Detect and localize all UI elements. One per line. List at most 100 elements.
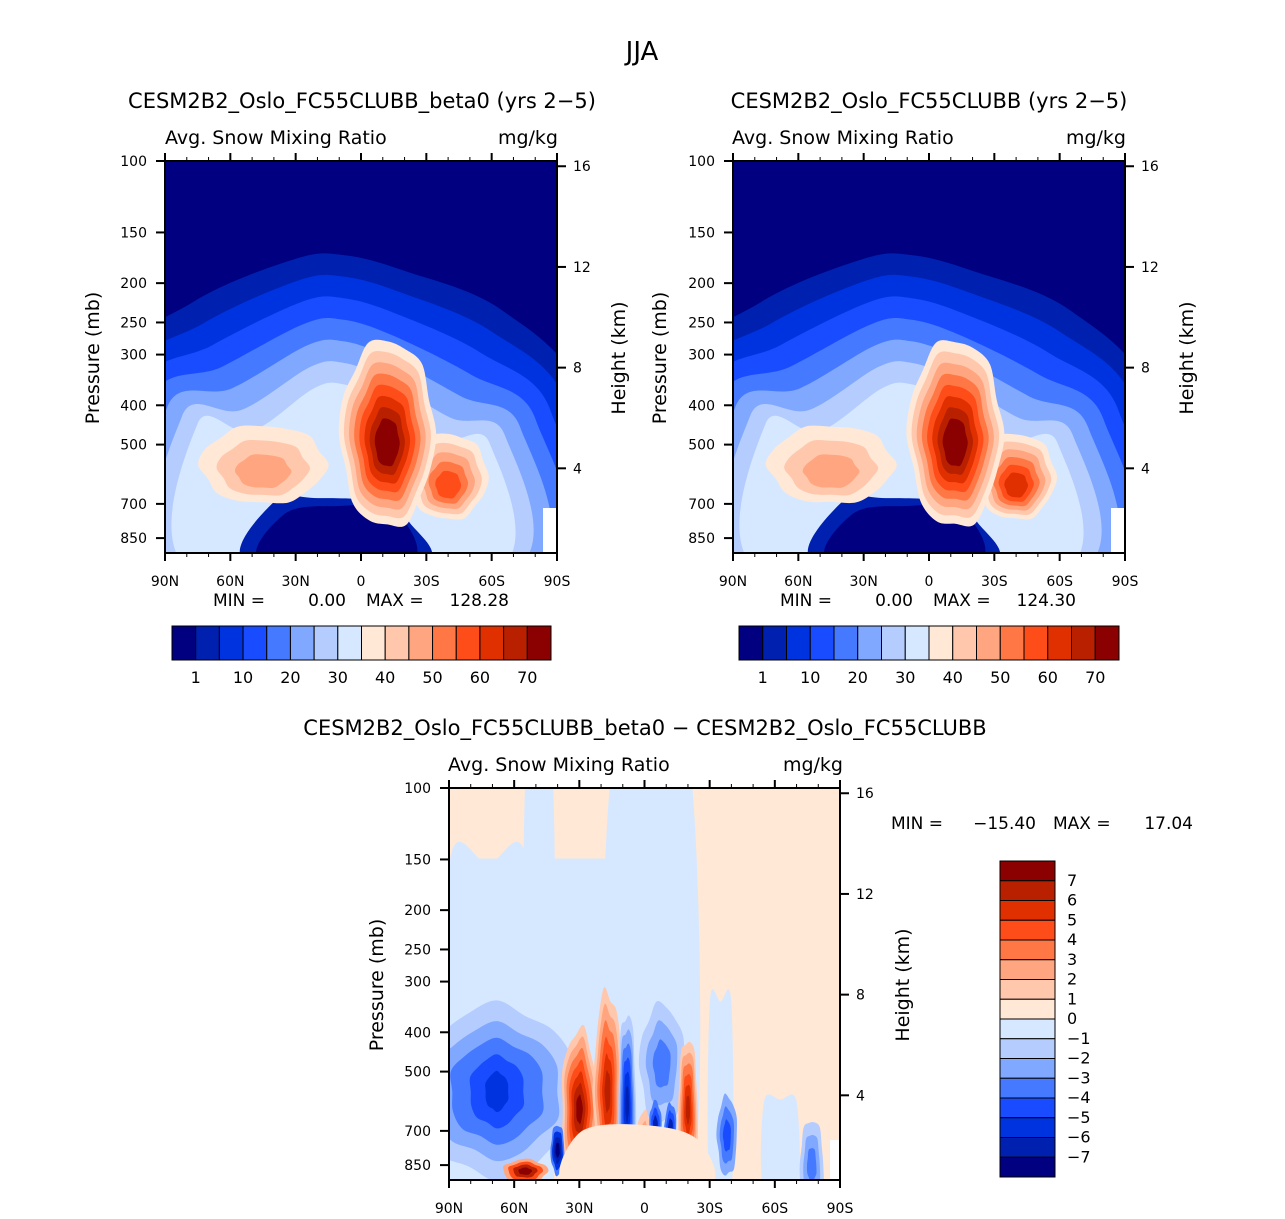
diff-cell-1-level-5 — [604, 1069, 611, 1113]
colorbar-swatch — [503, 625, 528, 661]
x-tick-label: 60N — [784, 574, 812, 590]
min-label: MIN = — [891, 814, 943, 834]
x-tick-label: 0 — [640, 1201, 649, 1217]
colorbar-label: 40 — [375, 668, 395, 687]
panel-beta0: CESM2B2_Oslo_FC55CLUBB_beta0 (yrs 2−5) A… — [82, 89, 630, 687]
colorbar-swatch — [999, 959, 1056, 980]
colorbar-swatch — [999, 1058, 1056, 1079]
missing-data — [1111, 508, 1125, 553]
panel-subtitle-right: mg/kg — [783, 754, 843, 776]
colorbar-swatch — [809, 625, 835, 661]
y-tick-label: 500 — [688, 438, 715, 454]
colorbar-label: 4 — [1067, 930, 1077, 949]
colorbar-swatch — [833, 625, 859, 661]
colorbar-swatch — [999, 900, 1056, 921]
max-value: 17.04 — [1144, 814, 1193, 834]
colorbar-swatch — [195, 625, 220, 661]
colorbar-label: 0 — [1067, 1009, 1077, 1028]
y-right-tick-label: 4 — [573, 461, 582, 477]
colorbar-swatch — [999, 919, 1056, 941]
y-tick-label: 250 — [120, 315, 147, 331]
panel-subtitle-left: Avg. Snow Mixing Ratio — [448, 754, 670, 776]
max-label: MAX = — [366, 591, 424, 611]
colorbar-label: 60 — [1038, 668, 1058, 687]
x-tick-label: 30S — [696, 1201, 723, 1217]
x-tick-label: 30S — [413, 574, 440, 590]
lobe-2-level-15 — [374, 418, 400, 467]
axes: 90N 60N 30N 0 30S 60S 90S 100 150 200 250 300 400 500… — [688, 153, 1159, 590]
colorbar-swatch — [455, 625, 481, 661]
y-axis-right-label: Height (km) — [608, 301, 630, 414]
y-right-tick-label: 12 — [573, 260, 591, 276]
y-right-tick-label: 4 — [856, 1088, 865, 1104]
colorbar-label: 70 — [1085, 668, 1105, 687]
panel-subtitle-right: mg/kg — [1066, 127, 1126, 149]
colorbar-swatch — [999, 880, 1056, 901]
colorbar-swatch — [384, 625, 410, 661]
x-tick-label: 60S — [761, 1201, 788, 1217]
colorbar-label: −1 — [1067, 1029, 1091, 1048]
y-right-tick-label: 8 — [856, 988, 865, 1004]
colorbar-swatch — [408, 625, 434, 661]
max-label: MAX = — [1053, 814, 1111, 834]
colorbar-label: 20 — [280, 668, 300, 687]
colorbar-swatch — [952, 625, 977, 661]
colorbar-swatch — [881, 625, 906, 661]
colorbar-label: 10 — [233, 668, 253, 687]
x-tick-label: 60S — [478, 574, 505, 590]
colorbar-label: 60 — [470, 668, 490, 687]
colorbar-label: 50 — [990, 668, 1010, 687]
y-tick-label: 150 — [120, 225, 147, 241]
lobe-1-level-12 — [435, 470, 462, 499]
colorbar-label: −3 — [1067, 1068, 1091, 1087]
y-right-tick-label: 16 — [1141, 159, 1159, 175]
y-axis-label: Pressure (mb) — [366, 919, 388, 1052]
colorbar-swatch — [999, 979, 1056, 1000]
y-tick-label: 500 — [120, 438, 147, 454]
colorbar-label: −6 — [1067, 1128, 1091, 1147]
min-label: MIN = — [213, 591, 265, 611]
diff-cell-10-level-2 — [722, 1119, 731, 1152]
season-title: JJA — [624, 37, 659, 67]
colorbar-swatch — [999, 1038, 1056, 1059]
x-tick-label: 90N — [151, 574, 179, 590]
diff-cell-4-level-5 — [685, 1095, 691, 1125]
x-tick-label: 90N — [435, 1201, 463, 1217]
y-tick-label: 850 — [404, 1158, 431, 1174]
y-tick-label: 300 — [404, 975, 431, 991]
colorbar-swatch — [526, 625, 552, 661]
surface-positive — [559, 1124, 716, 1180]
y-tick-label: 850 — [688, 531, 715, 547]
y-tick-label: 400 — [404, 1025, 431, 1041]
diff-cell-3-level-2 — [652, 1039, 671, 1088]
panel-subtitle-right: mg/kg — [498, 127, 558, 149]
colorbar-swatch — [976, 625, 1001, 661]
colorbar-label: 5 — [1067, 910, 1077, 929]
x-tick-label: 30N — [282, 574, 310, 590]
colorbar-swatch — [479, 625, 505, 661]
plot-area — [733, 161, 1125, 553]
x-tick-label: 60N — [500, 1201, 528, 1217]
y-right-tick-label: 16 — [856, 786, 874, 802]
colorbar-label: 1 — [1067, 989, 1077, 1008]
negative-column-5 — [760, 1094, 800, 1180]
y-axis-right-label: Height (km) — [1176, 301, 1198, 414]
colorbar-label: −2 — [1067, 1049, 1091, 1068]
missing-data — [830, 1140, 840, 1180]
colorbar-swatch — [1071, 625, 1096, 661]
colorbar-swatch — [999, 860, 1056, 882]
y-tick-label: 400 — [688, 398, 715, 414]
colorbar-label: −7 — [1067, 1147, 1091, 1166]
lobe-0-level-10 — [802, 454, 860, 488]
colorbar-label: 30 — [328, 668, 348, 687]
x-tick-label: 90S — [544, 574, 571, 590]
y-tick-label: 500 — [404, 1065, 431, 1081]
y-tick-label: 850 — [120, 531, 147, 547]
diff-cell-8-level-3 — [555, 1142, 560, 1158]
colorbar-swatch — [218, 625, 244, 661]
colorbar-swatch — [999, 625, 1025, 661]
colorbar-label: 50 — [422, 668, 442, 687]
min-value: −15.40 — [973, 814, 1036, 834]
y-tick-label: 150 — [688, 225, 715, 241]
